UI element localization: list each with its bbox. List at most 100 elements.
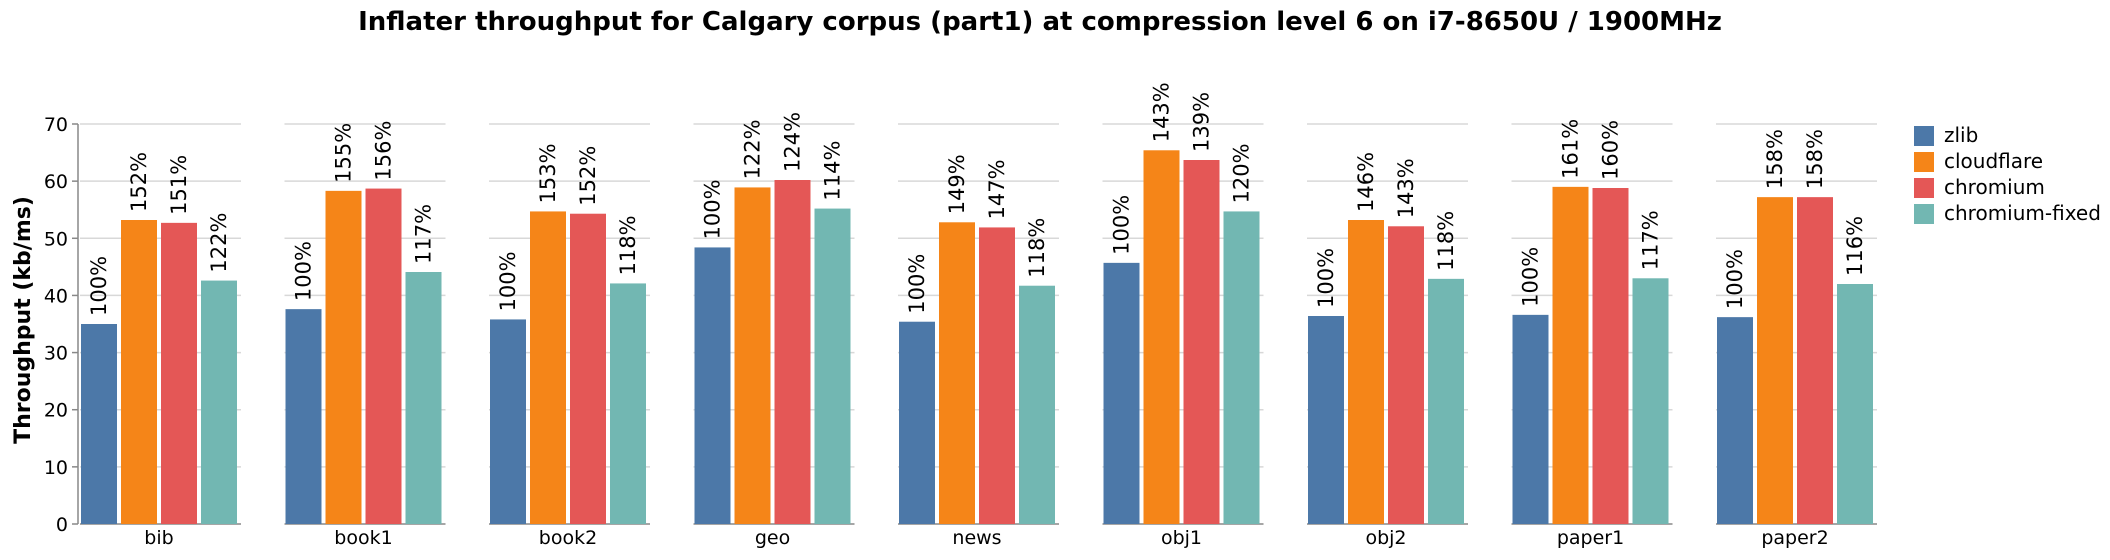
data-label-zlib-geo: 100% (701, 179, 725, 239)
data-label-chromium-fixed-news: 118% (1025, 218, 1049, 278)
bar-cloudflare-obj1 (1143, 150, 1180, 525)
legend-label-zlib: zlib (1944, 123, 1978, 147)
data-label-chromium-book1: 156% (372, 121, 396, 181)
data-label-cloudflare-geo: 122% (741, 119, 765, 179)
bar-chromium-book1 (365, 188, 402, 525)
bar-chromium-fixed-bib (201, 280, 237, 524)
bar-chromium-obj2 (1388, 226, 1424, 525)
legend-swatch-chromium (1914, 178, 1934, 198)
bar-chromium-fixed-book2 (610, 283, 646, 524)
bar-chromium-fixed-book1 (405, 272, 442, 524)
category-label-geo: geo (755, 527, 790, 549)
category-label-obj2: obj2 (1365, 527, 1406, 549)
legend-label-cloudflare: cloudflare (1944, 149, 2043, 173)
bar-cloudflare-obj2 (1348, 220, 1384, 524)
category-label-obj1: obj1 (1161, 527, 1202, 549)
data-label-zlib-book1: 100% (292, 241, 316, 301)
data-label-chromium-geo: 124% (781, 112, 805, 172)
legend-label-chromium: chromium (1944, 175, 2045, 199)
bar-chromium-geo (774, 180, 811, 524)
data-label-zlib-bib: 100% (87, 256, 111, 316)
bar-chromium-bib (161, 222, 197, 524)
bar-chromium-fixed-obj1 (1223, 211, 1260, 524)
data-label-cloudflare-news: 149% (945, 154, 969, 214)
bar-cloudflare-geo (734, 187, 771, 524)
bar-zlib-paper1 (1512, 314, 1549, 524)
bar-chromium-fixed-geo (814, 208, 851, 525)
data-label-chromium-obj2: 143% (1394, 158, 1418, 218)
data-label-cloudflare-book1: 155% (332, 123, 356, 183)
data-label-zlib-paper1: 100% (1519, 247, 1543, 307)
data-label-chromium-fixed-paper1: 117% (1639, 210, 1663, 270)
data-label-zlib-obj2: 100% (1314, 248, 1338, 308)
legend-swatch-zlib (1914, 126, 1934, 146)
data-label-cloudflare-book2: 153% (536, 143, 560, 203)
bar-cloudflare-paper2 (1757, 197, 1793, 524)
bar-chromium-paper1 (1592, 188, 1629, 524)
plot-area: 0 10 20 30 40 50 60 70 100% 152% 151% 122% bib 100% 15… (44, 82, 1877, 549)
data-label-chromium-paper1: 160% (1599, 120, 1623, 180)
bar-chromium-book2 (570, 213, 606, 524)
y-tick-label: 40 (44, 285, 68, 307)
y-axis-label: Throughput (kb/ms) (11, 196, 36, 444)
data-label-chromium-fixed-obj1: 120% (1230, 143, 1254, 203)
bar-chromium-paper2 (1797, 197, 1833, 524)
y-tick-label: 60 (44, 171, 68, 193)
legend-label-chromium-fixed: chromium-fixed (1944, 201, 2101, 225)
data-label-zlib-paper2: 100% (1723, 249, 1747, 309)
data-label-cloudflare-obj1: 143% (1150, 82, 1174, 142)
y-tick-label: 30 (44, 343, 68, 365)
y-tick-label: 0 (56, 514, 68, 536)
y-tick-label: 10 (44, 457, 68, 479)
category-label-book2: book2 (539, 527, 597, 549)
data-label-zlib-obj1: 100% (1110, 195, 1134, 255)
bar-chromium-news (979, 227, 1015, 524)
chart-title: Inflater throughput for Calgary corpus (… (358, 7, 1722, 37)
category-label-paper2: paper2 (1761, 527, 1828, 549)
category-label-paper1: paper1 (1557, 527, 1624, 549)
data-label-chromium-fixed-bib: 122% (207, 213, 231, 273)
data-label-chromium-paper2: 158% (1803, 129, 1827, 189)
data-label-cloudflare-obj2: 146% (1354, 152, 1378, 212)
data-label-chromium-news: 147% (985, 159, 1009, 219)
bar-chromium-fixed-paper1 (1632, 278, 1669, 524)
bar-zlib-book2 (490, 319, 526, 524)
bar-cloudflare-news (939, 222, 975, 525)
bar-chromium-obj1 (1183, 160, 1220, 524)
data-label-chromium-obj1: 139% (1190, 92, 1214, 152)
data-label-cloudflare-paper1: 161% (1559, 119, 1583, 179)
data-label-chromium-fixed-book2: 118% (616, 215, 640, 275)
data-label-chromium-bib: 151% (167, 155, 191, 215)
category-label-news: news (952, 527, 1001, 549)
data-label-zlib-book2: 100% (496, 251, 520, 311)
bar-zlib-geo (694, 247, 731, 524)
bar-cloudflare-bib (121, 220, 157, 524)
data-label-chromium-fixed-obj2: 118% (1434, 211, 1458, 271)
legend-swatch-cloudflare (1914, 152, 1934, 172)
bar-chromium-fixed-news (1019, 285, 1055, 524)
bar-chromium-fixed-obj2 (1428, 278, 1464, 524)
bar-chromium-fixed-paper2 (1837, 284, 1873, 524)
data-label-cloudflare-paper2: 158% (1763, 129, 1787, 189)
y-tick-label: 70 (44, 114, 68, 136)
bar-zlib-bib (81, 324, 117, 524)
bar-zlib-book1 (285, 309, 322, 524)
data-label-chromium-fixed-book1: 117% (412, 204, 436, 264)
category-label-book1: book1 (334, 527, 392, 549)
y-tick-label: 50 (44, 228, 68, 250)
category-label-bib: bib (144, 527, 173, 549)
bar-cloudflare-book1 (325, 190, 362, 524)
bar-zlib-news (899, 321, 935, 524)
data-label-chromium-fixed-geo: 114% (821, 141, 845, 201)
data-label-zlib-news: 100% (905, 254, 929, 314)
legend-swatch-chromium-fixed (1914, 204, 1934, 224)
data-label-chromium-book2: 152% (576, 146, 600, 206)
y-tick-label: 20 (44, 400, 68, 422)
bar-zlib-obj1 (1103, 262, 1140, 524)
bar-cloudflare-paper1 (1552, 186, 1589, 524)
data-label-cloudflare-bib: 152% (127, 152, 151, 212)
bar-cloudflare-book2 (530, 211, 566, 524)
